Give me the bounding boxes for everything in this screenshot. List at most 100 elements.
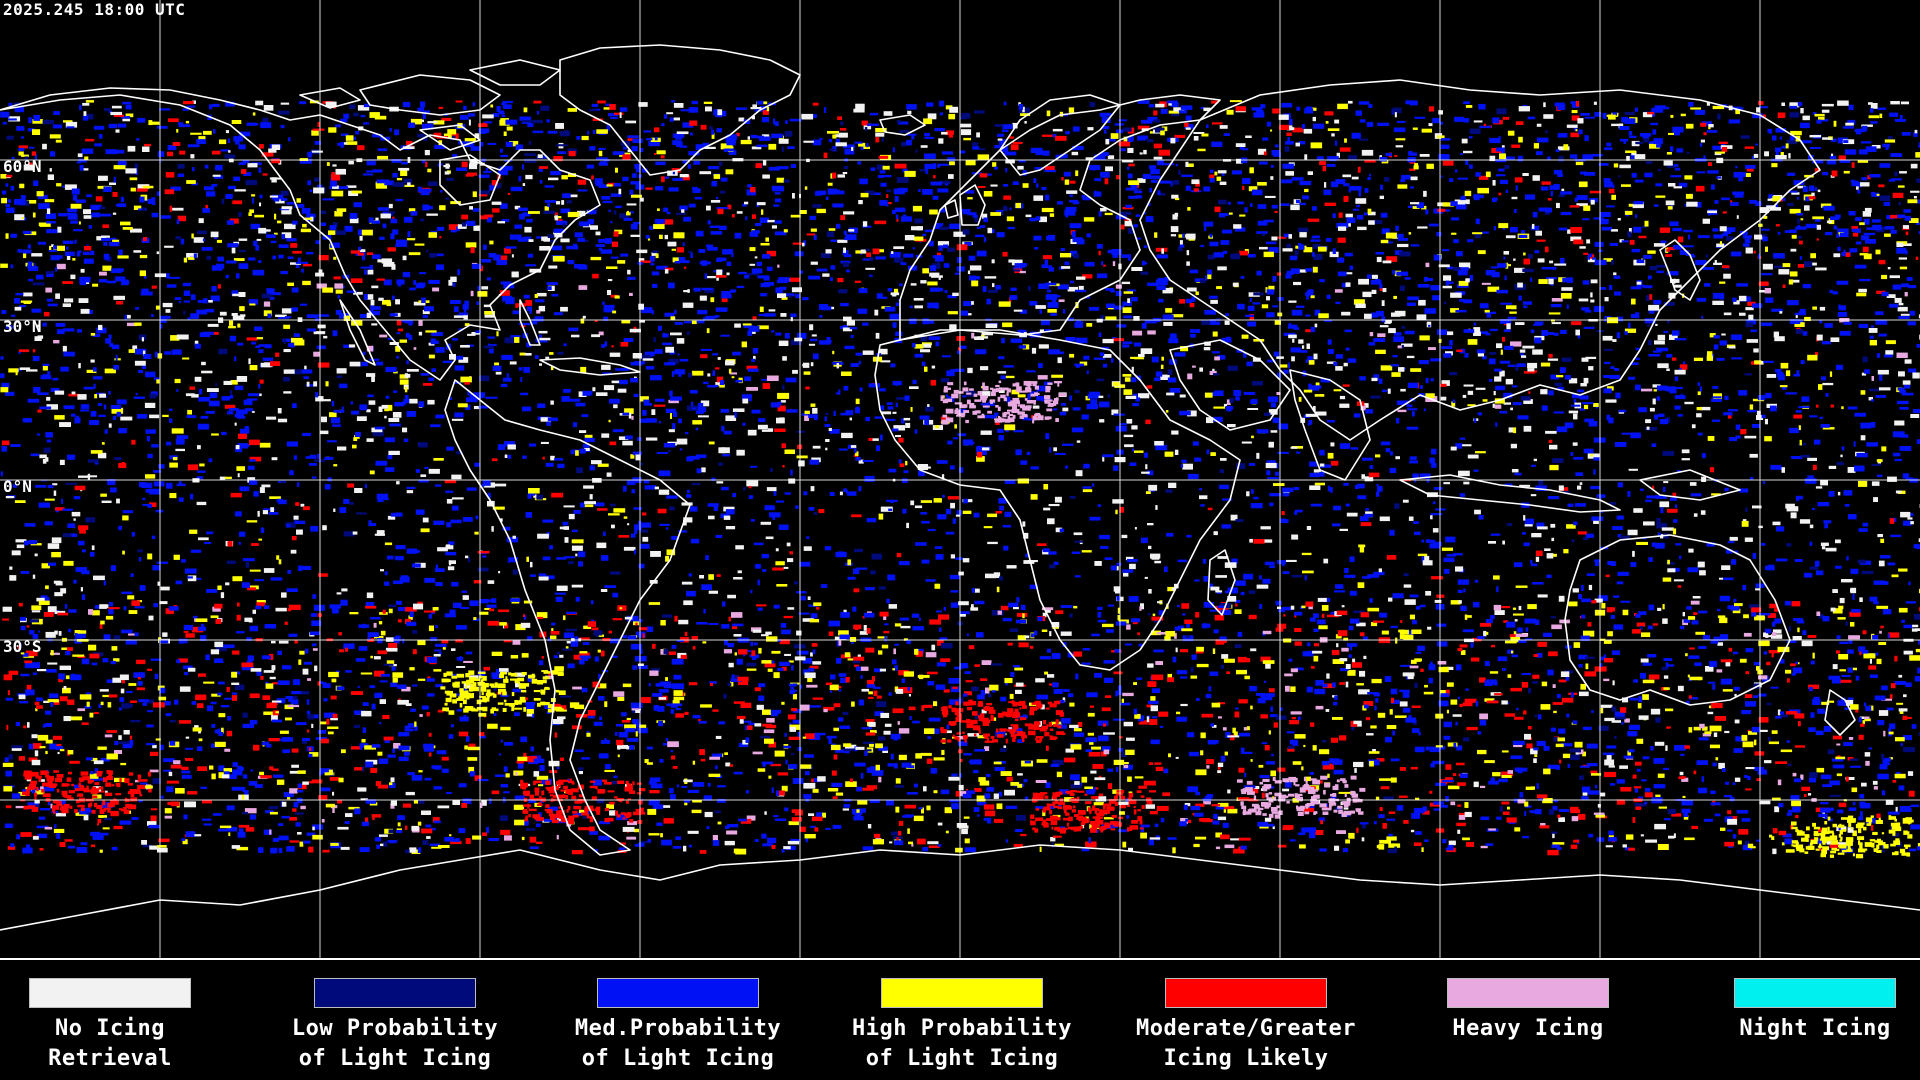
- icing-pixel: [1547, 198, 1552, 201]
- icing-pixel: [894, 163, 907, 169]
- icing-pixel: [720, 143, 733, 150]
- icing-pixel: [428, 232, 437, 238]
- icing-pixel: [977, 154, 990, 160]
- icing-pixel: [70, 220, 79, 224]
- icing-pixel: [1611, 123, 1622, 127]
- icing-pixel: [1031, 347, 1037, 354]
- icing-pixel: [1815, 352, 1819, 356]
- icing-pixel: [666, 211, 671, 215]
- icing-pixel: [1705, 254, 1708, 258]
- icing-pixel: [1322, 165, 1326, 172]
- icing-pixel: [79, 276, 91, 283]
- icing-pixel: [679, 358, 689, 362]
- icing-pixel: [220, 149, 230, 152]
- icing-pixel: [552, 255, 565, 262]
- icing-pixel: [1459, 262, 1471, 269]
- icing-pixel: [446, 446, 454, 451]
- icing-pixel: [1155, 444, 1168, 451]
- icing-pixel: [883, 200, 888, 203]
- icing-pixel: [746, 387, 758, 391]
- icing-pixel: [1011, 259, 1023, 266]
- icing-pixel: [979, 148, 986, 151]
- icing-pixel: [1469, 128, 1481, 134]
- icing-pixel: [1888, 136, 1893, 141]
- icing-pixel: [1062, 443, 1074, 446]
- icing-pixel: [198, 136, 206, 141]
- icing-pixel: [1276, 236, 1287, 239]
- icing-pixel: [67, 214, 78, 220]
- icing-pixel: [1065, 206, 1077, 212]
- icing-pixel: [1511, 144, 1521, 148]
- icing-pixel: [1635, 141, 1643, 145]
- icing-pixel: [482, 122, 485, 127]
- icing-pixel: [170, 335, 180, 341]
- icing-pixel: [598, 331, 604, 336]
- icing-pixel: [869, 274, 873, 277]
- icing-pixel: [544, 185, 554, 188]
- icing-pixel: [6, 208, 10, 213]
- icing-pixel: [771, 185, 784, 191]
- icing-pixel: [1304, 154, 1308, 160]
- icing-pixel: [227, 411, 234, 415]
- icing-pixel: [1359, 546, 1365, 553]
- icing-pixel: [1847, 119, 1856, 125]
- icing-pixel: [1719, 340, 1728, 346]
- icing-pixel: [1290, 204, 1300, 211]
- icing-pixel: [1610, 366, 1615, 369]
- icing-pixel: [728, 368, 732, 374]
- icing-pixel: [1500, 349, 1503, 355]
- icing-pixel: [211, 150, 221, 155]
- icing-pixel: [1894, 171, 1898, 177]
- icing-pixel: [182, 108, 189, 111]
- icing-pixel: [929, 287, 940, 292]
- icing-pixel: [1341, 282, 1348, 288]
- icing-pixel: [623, 338, 634, 343]
- icing-pixel: [1220, 240, 1230, 245]
- icing-pixel: [1860, 182, 1870, 187]
- icing-pixel: [431, 368, 436, 372]
- icing-pixel: [445, 197, 450, 200]
- icing-pixel: [1012, 141, 1023, 145]
- icing-pixel: [1114, 123, 1124, 126]
- icing-pixel: [1708, 124, 1714, 128]
- icing-pixel: [251, 341, 256, 345]
- icing-pixel: [1393, 332, 1402, 336]
- icing-pixel: [258, 344, 271, 347]
- icing-pixel: [1013, 309, 1023, 312]
- icing-pixel: [477, 567, 489, 572]
- icing-pixel: [853, 108, 865, 113]
- icing-pixel: [1009, 207, 1012, 211]
- icing-pixel: [271, 144, 281, 150]
- icing-pixel: [630, 234, 640, 237]
- icing-pixel: [932, 255, 944, 259]
- icing-pixel: [824, 107, 827, 113]
- icing-pixel: [98, 175, 108, 181]
- icing-pixel: [1795, 410, 1802, 413]
- icing-pixel: [1703, 155, 1706, 160]
- icing-pixel: [1629, 135, 1637, 138]
- icing-pixel: [372, 169, 383, 173]
- icing-pixel: [1534, 250, 1540, 254]
- icing-pixel: [716, 259, 723, 262]
- icing-pixel: [1048, 265, 1052, 271]
- icing-pixel: [1112, 338, 1124, 342]
- icing-pixel: [1787, 202, 1794, 206]
- icing-pixel: [329, 225, 337, 230]
- icing-pixel: [859, 178, 868, 185]
- icing-pixel: [248, 358, 251, 365]
- icing-pixel: [1805, 196, 1810, 202]
- icing-pixel: [147, 201, 154, 204]
- icing-pixel: [142, 207, 146, 211]
- icing-pixel: [5, 207, 15, 213]
- icing-pixel: [469, 163, 478, 170]
- icing-pixel: [1495, 159, 1507, 163]
- icing-pixel: [1634, 107, 1638, 112]
- icing-pixel: [875, 256, 886, 260]
- icing-pixel: [861, 120, 868, 126]
- icing-pixel: [1757, 395, 1766, 401]
- icing-pixel: [346, 290, 357, 293]
- icing-pixel: [298, 565, 303, 572]
- icing-pixel: [770, 402, 780, 408]
- icing-pixel: [385, 366, 397, 373]
- icing-pixel: [794, 251, 804, 257]
